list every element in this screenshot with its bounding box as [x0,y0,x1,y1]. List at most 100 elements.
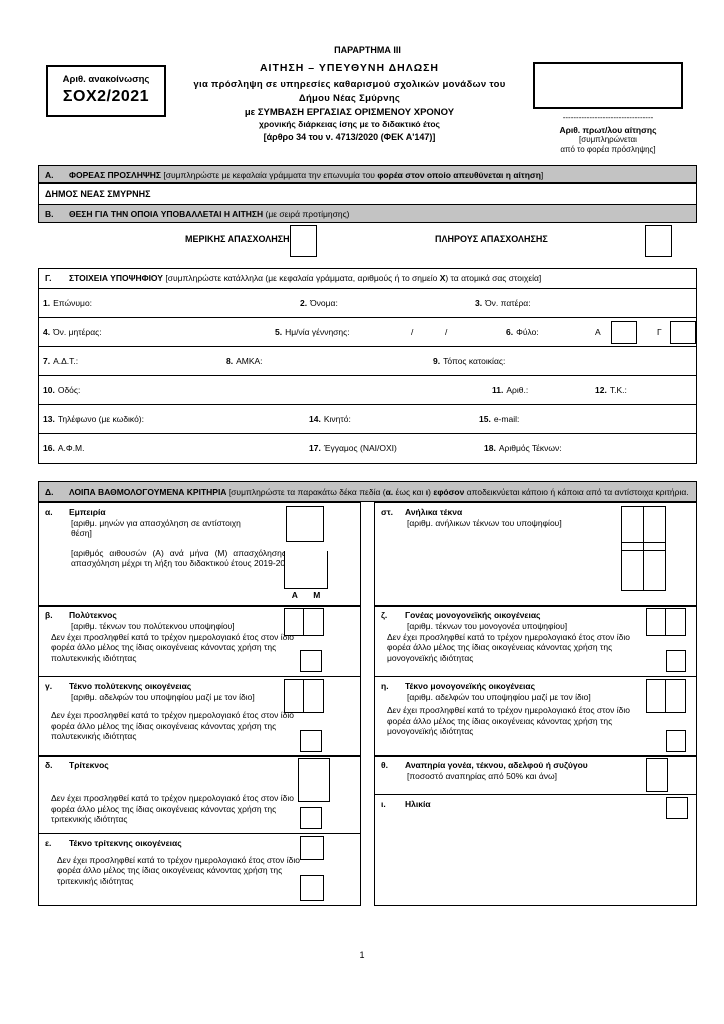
section-b-letter: Β. [45,208,54,219]
criterion-b-count-box[interactable] [283,608,324,637]
section-d-hint-b2: ι [425,486,429,497]
section-a-hint-pre: [συμπληρώστε με κεφαλαία γράμματα την επ… [160,169,378,180]
section-c-hint-post: ) τα ατομικά σας στοιχεία] [445,272,542,283]
criterion-c-note: Δεν έχει προσληφθεί κατά το τρέχον ημερο… [51,710,294,742]
field-married: 17. Έγγαμος (ΝΑΙ/ΟΧΙ) [309,442,397,453]
row-birth-gender[interactable]: 4. Όν. μητέρας: 5. Ημ/νία γέννησης: / / 6.… [39,318,696,347]
section-a-title: ΦΟΡΕΑΣ ΠΡΟΣΛΗΨΗΣ [69,169,161,180]
row-address[interactable]: 10. Οδός: 11. Αριθ.: 12. Τ.Κ.: [39,376,696,405]
criterion-st-bracket: [αριθμ. ανήλικων τέκνων του υποψηφίου] [407,517,562,528]
criterion-h-count-box[interactable] [645,678,686,713]
criterion-z-letter: ζ. [381,610,388,621]
experience-rooms-box[interactable] [284,550,328,589]
section-c-hint-pre: [συμπληρώστε κατάλληλα (με κεφαλαία γράμ… [165,272,440,283]
criterion-i-age: ι. Ηλικία [374,793,697,906]
criteria-right-column: στ. Ανήλικα τέκνα [αριθμ. ανήλικων τέκνων… [374,501,697,906]
field-mother-name: 4. Όν. μητέρας: [43,326,102,337]
announcement-number: ΣΟΧ2/2021 [62,88,150,105]
criterion-c-letter: γ. [45,680,53,691]
criterion-z-bracket: [αριθμ. τέκνων του μονογονέα υποψηφίου] [407,621,568,632]
section-c-hint-bold: Χ [439,272,446,283]
section-c-candidate-details: Γ. ΣΤΟΙΧΕΙΑ ΥΠΟΨΗΦΙΟΥ [συμπληρώστε κατάλ… [38,267,697,464]
criterion-h-title: Τέκνο μονογονεϊκής οικογένειας [405,680,536,691]
row-contact[interactable]: 13. Τηλέφωνο (με κωδικό): 14. Κινητό: 15. e… [39,405,696,434]
section-d-hint-2: έως και [393,486,426,497]
criteria-table: α. Εμπειρία [αριθμ. μηνών για απασχόληση … [38,501,697,906]
criterion-a-title: Εμπειρία [69,506,106,517]
criterion-h-declaration-box[interactable] [666,729,686,752]
form-content: ΠΑΡΑΡΤΗΜΑ ΙΙΙ Αριθ. ανακοίνωσης ΣΟΧ2/202… [38,45,697,906]
criterion-a-experience: α. Εμπειρία [αριθμ. μηνών για απασχόληση … [38,501,361,607]
criterion-i-box[interactable] [666,796,688,819]
section-c-header: Γ. ΣΤΟΙΧΕΙΑ ΥΠΟΨΗΦΙΟΥ [συμπληρώστε κατάλ… [39,269,696,289]
birthdate-separator-2: / [445,326,448,337]
section-d-header-text: ΛΟΙΠΑ ΒΑΘΜΟΛΟΓΟΥΜΕΝΑ ΚΡΙΤΗΡΙΑ [συμπληρώσ… [69,486,690,498]
form-subtitle-line1: για πρόσληψη σε υπηρεσίες καθαρισμού σχο… [193,79,506,90]
criterion-c-declaration-box[interactable] [300,729,322,752]
section-a-hint-bold: φορέα στον οποίο απευθύνεται η αίτηση [377,169,541,180]
criterion-i-letter: ι. [381,798,386,809]
form-title-block: ΑΙΤΗΣΗ – ΥΠΕΥΘΥΝΗ ΔΗΛΩΣΗ για πρόσληψη σε… [166,62,533,143]
criterion-b-declaration-box[interactable] [300,650,322,673]
hiring-authority-field[interactable]: ΔΗΜΟΣ ΝΕΑΣ ΣΜΥΡΝΗΣ [38,182,697,206]
criterion-th-box[interactable] [646,758,668,793]
minor-children-grid[interactable] [621,505,666,591]
section-d-title: ΛΟΙΠΑ ΒΑΘΜΟΛΟΓΟΥΜΕΝΑ ΚΡΙΤΗΡΙΑ [69,486,229,497]
row-name[interactable]: 1. Επώνυμο: 2. Όνομα: 3. Όν. πατέρα: [39,289,696,318]
field-afm: 16. Α.Φ.Μ. [43,442,85,453]
criterion-a-letter: α. [45,506,53,517]
criterion-d-triteknos: δ. Τρίτεκνος Δεν έχει προσληφθεί κατά το … [38,755,361,835]
annex-title: ΠΑΡΑΡΤΗΜΑ ΙΙΙ [334,45,401,55]
section-a-hint-post: ] [540,169,544,180]
part-time-checkbox[interactable] [290,224,317,257]
criterion-d-declaration-box[interactable] [300,807,322,830]
section-d-hint-3: ) [428,486,434,497]
criterion-b-bracket: [αριθμ. τέκνων του πολύτεκνου υποψηφίου] [71,621,235,632]
criterion-e-declaration-box[interactable] [300,874,324,901]
criterion-st-minor-children: στ. Ανήλικα τέκνα [αριθμ. ανήλικων τέκνων… [374,501,697,607]
protocol-block: ---------------------------------- Αριθ.… [533,62,683,156]
field-id-number: 7. Α.Δ.Τ.: [43,355,79,366]
row-id-amka[interactable]: 7. Α.Δ.Τ.: 8. ΑΜΚΑ: 9. Τόπος κατοικίας: [39,347,696,376]
criterion-i-title: Ηλικία [405,798,431,809]
criterion-st-letter: στ. [381,506,393,517]
section-d-hint-b1: α. [385,486,394,497]
row-afm-family[interactable]: 16. Α.Φ.Μ. 17. Έγγαμος (ΝΑΙ/ΟΧΙ) 18. Αριθμό… [39,434,696,463]
criterion-e-note: Δεν έχει προσληφθεί κατά το τρέχον ημερο… [57,854,300,886]
criterion-th-disability: θ. Αναπηρία γονέα, τέκνου, αδελφού ή συζύ… [374,755,697,796]
section-c-letter: Γ. [45,272,52,283]
section-d-letter: Δ. [45,486,54,497]
gender-male-checkbox[interactable] [611,320,637,344]
section-d-hint-1: [συμπληρώστε τα παρακάτω δέκα πεδία ( [228,486,386,497]
criterion-b-polyteknos: β. Πολύτεκνος [αριθμ. τέκνων του πολύτεκν… [38,605,361,678]
criterion-h-single-parent-child: η. Τέκνο μονογονεϊκής οικογένειας [αριθμ.… [374,675,697,757]
criterion-th-bracket: [ποσοστό αναπηρίας από 50% και άνω] [407,771,557,782]
protocol-label: Αριθ. πρωτ/λου αίτησης [559,125,657,135]
field-gender: 6. Φύλο: [506,326,539,337]
criterion-c-count-box[interactable] [283,678,324,713]
field-postal-code: 12. Τ.Κ.: [595,384,627,395]
announcement-label: Αριθ. ανακοίνωσης [62,74,150,85]
criterion-z-count-box[interactable] [645,608,686,637]
duration-line: χρονικής διάρκειας ίσης με το διδακτικό … [259,118,440,129]
protocol-number-box[interactable] [533,62,683,109]
criterion-b-letter: β. [45,610,53,621]
form-title: ΑΙΤΗΣΗ – ΥΠΕΥΘΥΝΗ ΔΗΛΩΣΗ [259,62,440,74]
full-time-checkbox[interactable] [645,224,672,257]
experience-months-box[interactable] [286,505,324,542]
criterion-th-letter: θ. [381,760,388,771]
gender-female-checkbox[interactable] [670,320,696,344]
full-time-label: ΠΛΗΡΟΥΣ ΑΠΑΣΧΟΛΗΣΗΣ [435,233,548,244]
section-b-hint: (με σειρά προτίμησης) [263,208,350,219]
criterion-z-note: Δεν έχει προσληφθεί κατά το τρέχον ημερο… [387,631,630,663]
dotted-line: ---------------------------------- [562,113,654,122]
field-firstname: 2. Όνομα: [300,297,338,308]
criterion-b-note: Δεν έχει προσληφθεί κατά το τρέχον ημερο… [51,631,294,663]
criterion-d-count-box[interactable] [298,758,330,803]
field-email: 15. e-mail: [479,413,520,424]
criterion-e-title: Τέκνο τρίτεκνης οικογένειας [69,837,182,848]
section-d-header: Δ. ΛΟΙΠΑ ΒΑΘΜΟΛΟΓΟΥΜΕΝΑ ΚΡΙΤΗΡΙΑ [συμπλη… [38,480,697,502]
criterion-z-declaration-box[interactable] [666,650,686,673]
criterion-e-count-box[interactable] [300,835,324,860]
